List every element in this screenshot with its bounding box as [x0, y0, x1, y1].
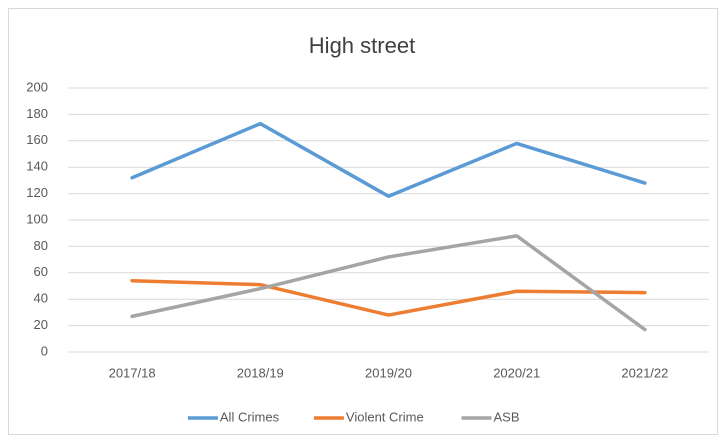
y-tick-label: 180: [26, 106, 48, 121]
x-tick-label: 2020/21: [493, 365, 540, 380]
chart-title: High street: [309, 33, 415, 58]
y-tick-label: 40: [34, 291, 48, 306]
y-tick-label: 100: [26, 211, 48, 226]
y-tick-label: 160: [26, 132, 48, 147]
legend-label: All Crimes: [220, 409, 280, 424]
x-tick-label: 2019/20: [365, 365, 412, 380]
y-tick-label: 200: [26, 79, 48, 94]
x-tick-label: 2021/22: [621, 365, 668, 380]
legend-label: ASB: [494, 409, 520, 424]
y-tick-label: 60: [34, 264, 48, 279]
y-tick-label: 20: [34, 317, 48, 332]
y-tick-label: 80: [34, 238, 48, 253]
series-line: [130, 278, 647, 317]
x-tick-label: 2018/19: [237, 365, 284, 380]
series-line: [130, 121, 647, 198]
legend-label: Violent Crime: [346, 409, 424, 424]
series-line: [130, 234, 647, 332]
y-tick-label: 120: [26, 185, 48, 200]
x-tick-label: 2017/18: [109, 365, 156, 380]
y-tick-label: 140: [26, 159, 48, 174]
y-tick-label: 0: [41, 343, 48, 358]
chart-border: [8, 8, 718, 435]
